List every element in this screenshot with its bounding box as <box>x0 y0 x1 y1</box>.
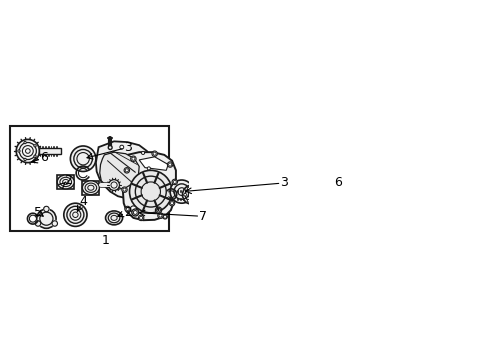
Circle shape <box>52 221 58 226</box>
Ellipse shape <box>82 181 99 195</box>
Circle shape <box>122 187 127 192</box>
Text: 2: 2 <box>63 174 71 186</box>
Circle shape <box>24 141 26 144</box>
Circle shape <box>16 139 40 163</box>
Bar <box>176 192 192 198</box>
Text: 3: 3 <box>280 176 287 189</box>
Circle shape <box>194 199 197 202</box>
Polygon shape <box>122 152 176 220</box>
Circle shape <box>158 213 163 218</box>
Circle shape <box>34 145 36 147</box>
Text: 7: 7 <box>199 210 206 223</box>
Circle shape <box>63 203 87 226</box>
Bar <box>57 175 74 189</box>
Ellipse shape <box>105 211 122 225</box>
Circle shape <box>172 179 177 185</box>
Text: 3: 3 <box>123 141 131 154</box>
Polygon shape <box>139 157 168 170</box>
Text: 2: 2 <box>123 206 131 219</box>
Circle shape <box>130 156 136 161</box>
Circle shape <box>197 193 200 196</box>
Circle shape <box>132 209 139 216</box>
Circle shape <box>34 155 36 157</box>
Circle shape <box>37 209 56 228</box>
Circle shape <box>183 193 186 196</box>
Circle shape <box>182 185 202 204</box>
Text: 5: 5 <box>34 206 42 219</box>
Circle shape <box>18 150 20 152</box>
Polygon shape <box>96 141 152 199</box>
Circle shape <box>170 180 193 203</box>
Circle shape <box>24 158 26 161</box>
Circle shape <box>70 146 96 171</box>
Circle shape <box>163 215 167 219</box>
Polygon shape <box>100 152 139 190</box>
Circle shape <box>124 168 129 173</box>
Circle shape <box>35 221 41 226</box>
Circle shape <box>141 152 144 154</box>
Circle shape <box>130 206 136 212</box>
Circle shape <box>169 201 174 206</box>
Text: 4: 4 <box>79 194 87 207</box>
Circle shape <box>155 207 161 213</box>
Circle shape <box>152 151 157 156</box>
Circle shape <box>120 145 123 149</box>
Bar <box>10 126 169 231</box>
Circle shape <box>108 180 119 190</box>
Bar <box>82 181 99 195</box>
Circle shape <box>124 206 130 212</box>
Text: 6: 6 <box>40 152 47 165</box>
Circle shape <box>187 199 190 202</box>
Text: 1: 1 <box>102 234 110 247</box>
Circle shape <box>147 167 150 170</box>
Circle shape <box>138 215 143 221</box>
Ellipse shape <box>57 175 74 189</box>
Bar <box>40 148 61 154</box>
Circle shape <box>167 162 172 167</box>
Circle shape <box>187 187 190 190</box>
Text: 6: 6 <box>334 176 342 189</box>
Circle shape <box>194 187 197 190</box>
Circle shape <box>129 170 172 213</box>
Circle shape <box>108 145 112 149</box>
Circle shape <box>43 206 49 212</box>
